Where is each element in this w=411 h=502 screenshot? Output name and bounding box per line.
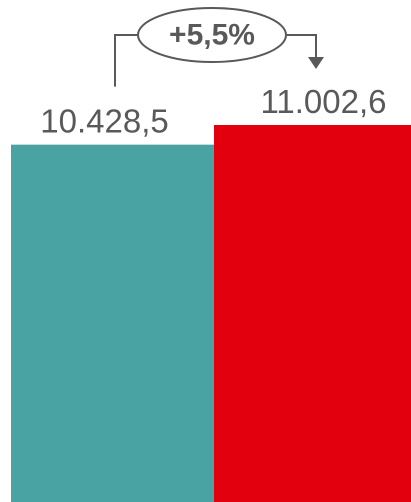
- bar-2: [214, 125, 411, 502]
- bars-group: [11, 125, 411, 502]
- value-label-2: 11.002,6: [260, 83, 386, 120]
- value-labels-group: 10.428,5 11.002,6: [40, 83, 386, 140]
- change-badge: [137, 7, 287, 63]
- bar-1: [11, 144, 214, 502]
- arrow-head-icon: [308, 57, 324, 69]
- value-label-1: 10.428,5: [40, 103, 168, 140]
- arrow-right-line: [275, 34, 317, 57]
- change-arrow: +5,5%: [114, 7, 324, 87]
- change-percentage-label: +5,5%: [169, 19, 255, 52]
